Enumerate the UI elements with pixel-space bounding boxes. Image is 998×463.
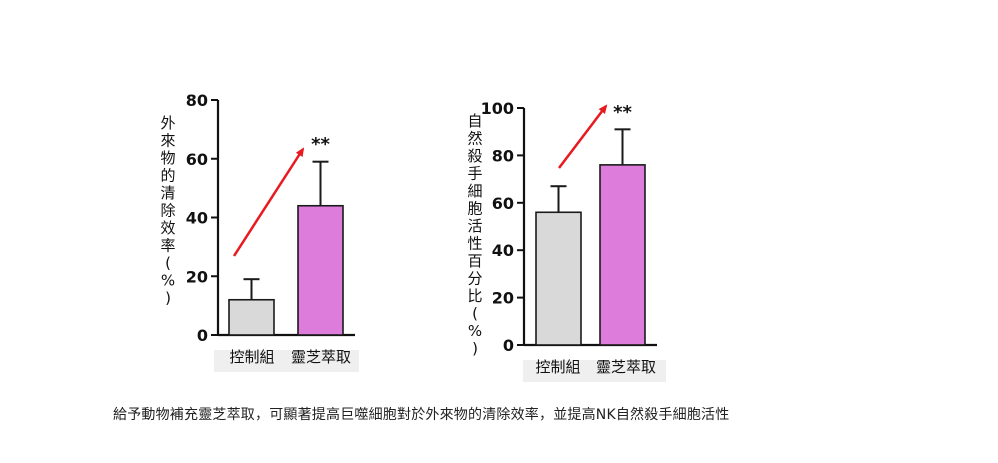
y-tick-label: 60 [492,194,514,213]
y-tick-label: 0 [503,336,514,355]
y-tick-label: 60 [186,150,208,169]
y-tick-label: 0 [197,326,208,345]
y-axis-label: 自然殺手細胞活性百分比(%) [467,112,482,358]
category-label-background [214,350,359,372]
category-label: 靈芝萃取 [291,348,351,366]
y-tick-label: 40 [186,209,208,228]
chart-2: 0 20 40 60 80 100 控制組 靈芝萃取 ** 自然殺手細胞活性百分比(%) [467,99,666,382]
category-label: 控制組 [229,348,274,366]
trend-arrow [232,147,305,257]
y-tick-label: 80 [186,91,208,110]
y-tick-label: 80 [492,146,514,165]
bar [297,204,344,336]
y-axis-label: 外來物的清除效率(%) [160,114,175,307]
y-tick-label: 40 [492,241,514,260]
figure-caption: 給予動物補充靈芝萃取，可顯著提高巨噬細胞對於外來物的清除效率，並提高NK自然殺手… [113,407,730,423]
y-tick-label: 20 [492,289,514,308]
category-label-background [523,360,666,382]
category-label: 控制組 [535,358,580,376]
bar [228,298,275,336]
y-tick-label: 100 [481,99,514,118]
trend-arrow [558,104,608,169]
chart-1: 0 20 40 60 80 控制組 靈芝萃取 ** 外來物的清除效率(%) [160,91,359,372]
y-tick-label: 20 [186,267,208,286]
bar [535,211,582,346]
significance-marker: ** [311,134,330,155]
significance-marker: ** [613,102,632,123]
category-label: 靈芝萃取 [596,358,656,376]
bar [599,164,646,346]
